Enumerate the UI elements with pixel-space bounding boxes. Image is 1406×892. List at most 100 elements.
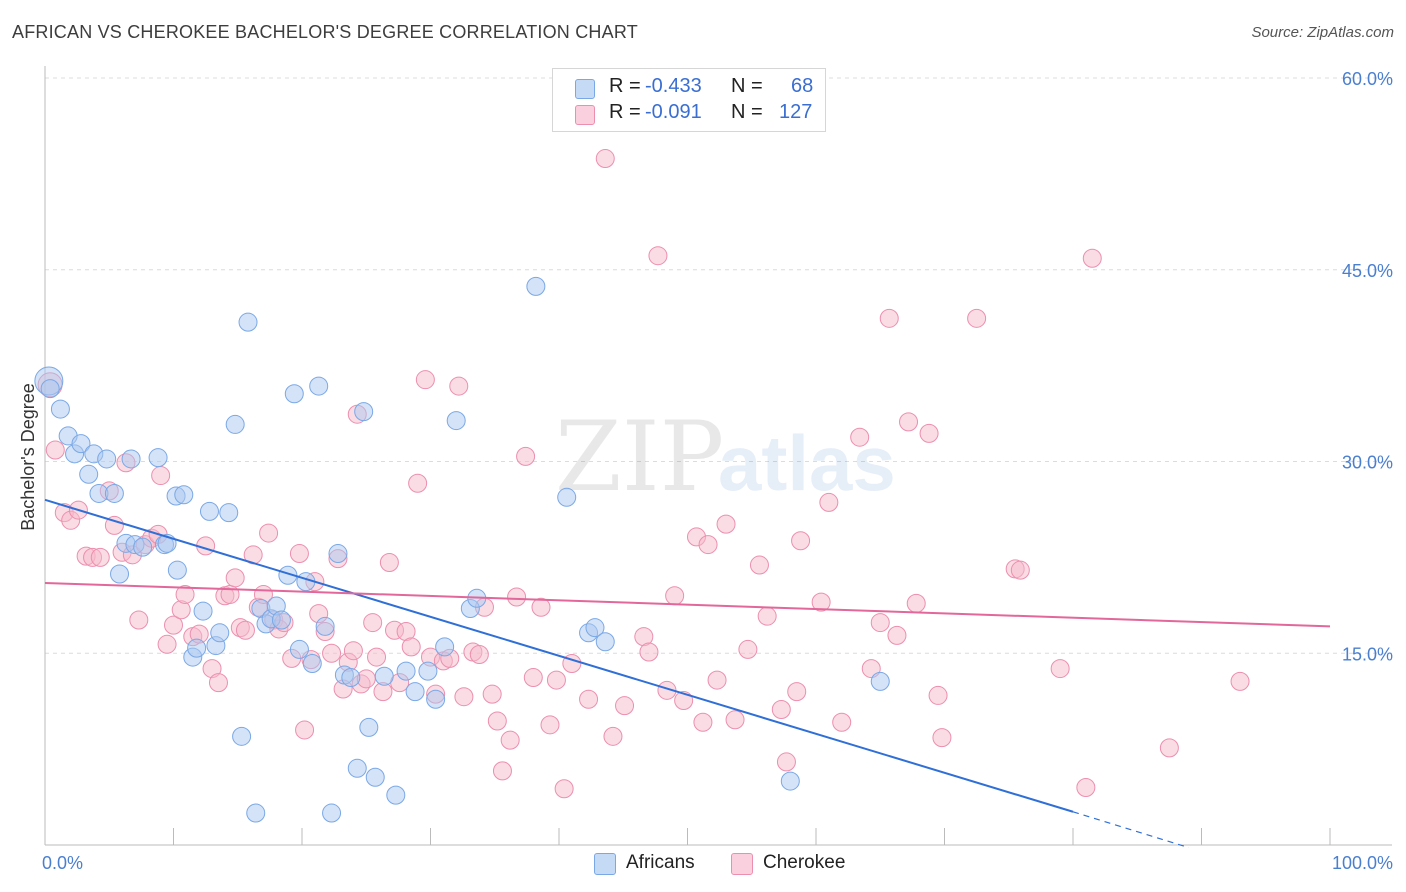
cherokee-point [698, 535, 718, 555]
africans-point [365, 767, 385, 787]
africans-point [284, 384, 304, 404]
africans-point [870, 671, 890, 691]
axes [44, 66, 1392, 846]
cherokee-point [819, 492, 839, 512]
cherokee-point [295, 720, 315, 740]
cherokee-point [639, 642, 659, 662]
cherokee-point [771, 699, 791, 719]
cherokee-point [665, 586, 685, 606]
cherokee-point [1159, 738, 1179, 758]
africans-point [341, 668, 361, 688]
africans-point [347, 758, 367, 778]
cherokee-point [259, 523, 279, 543]
correlation-legend: R = -0.433 N = 68 R = -0.091 N = 127 [552, 68, 826, 132]
source-label: Source: ZipAtlas.com [1251, 24, 1394, 41]
africans-point [386, 785, 406, 805]
r-label: R = [609, 75, 641, 97]
africans-point [71, 434, 91, 454]
cherokee-point [791, 531, 811, 551]
cherokee-point [379, 552, 399, 572]
cherokee-trend-line [44, 581, 1331, 628]
cherokee-point [208, 673, 228, 693]
africans-point [133, 537, 153, 557]
cherokee-point [716, 514, 736, 534]
n-label: N = [731, 101, 763, 123]
africans-point [104, 483, 124, 503]
cherokee-point [289, 544, 309, 564]
africans-point [374, 666, 394, 686]
africans-point [405, 682, 425, 702]
r-value: -0.433 [645, 75, 702, 97]
africans-point [426, 689, 446, 709]
cherokee-point [693, 712, 713, 732]
cherokee-point [343, 641, 363, 661]
watermark-atlas: atlas [718, 419, 896, 507]
cherokee-point [507, 587, 527, 607]
cherokee-point [449, 376, 469, 396]
y-tick-labels: 15.0% 30.0% 45.0% 60.0% [1342, 69, 1393, 664]
cherokee-point [235, 620, 255, 640]
cherokee-point [492, 761, 512, 781]
africans-point [148, 448, 168, 468]
cherokee-point [415, 370, 435, 390]
x-tick-label: 100.0% [1332, 853, 1393, 873]
cherokee-point [595, 149, 615, 169]
africans-point [585, 618, 605, 638]
cherokee-point [546, 670, 566, 690]
cherokee-point [151, 466, 171, 486]
watermark: ZIP atlas [555, 401, 896, 513]
africans-point [359, 717, 379, 737]
cherokee-point [776, 752, 796, 772]
africans-point [526, 276, 546, 296]
grid-lines [45, 77, 1392, 654]
africans-trend-line [44, 498, 1074, 813]
africans-point [210, 623, 230, 643]
cherokee-swatch [575, 105, 595, 125]
cherokee-point [707, 670, 727, 690]
africans-point [79, 464, 99, 484]
cherokee-point [175, 584, 195, 604]
cherokee-swatch [731, 853, 753, 875]
cherokee-point [554, 779, 574, 799]
cherokee-point [603, 726, 623, 746]
watermark-zip: ZIP [555, 401, 724, 513]
cherokee-point [725, 710, 745, 730]
africans-swatch [594, 853, 616, 875]
cherokee-point [482, 684, 502, 704]
cherokee-point [322, 643, 342, 663]
africans-point [315, 616, 335, 636]
africans-point [40, 379, 60, 399]
africans-point [110, 564, 130, 584]
chart-title: AFRICAN VS CHEROKEE BACHELOR'S DEGREE CO… [12, 22, 638, 42]
cherokee-point [615, 696, 635, 716]
cherokee-label: Cherokee [763, 852, 846, 873]
x-tick-labels: 0.0% 100.0% [42, 853, 1393, 873]
y-axis-title: Bachelor's Degree [18, 383, 38, 531]
cherokee-point [157, 634, 177, 654]
cherokee-point [749, 555, 769, 575]
africans-point [418, 661, 438, 681]
cherokee-point [45, 440, 65, 460]
africans-point [219, 503, 239, 523]
cherokee-point [932, 728, 952, 748]
cherokee-point [757, 606, 777, 626]
africans-label: Africans [626, 852, 695, 873]
cherokee-point [401, 637, 421, 657]
cherokee-point [906, 593, 926, 613]
cherokee-point [870, 613, 890, 633]
africans-points [34, 276, 890, 823]
africans-point [302, 653, 322, 673]
cherokee-point [879, 308, 899, 328]
cherokee-point [540, 715, 560, 735]
cherokee-point [408, 473, 428, 493]
africans-point [50, 399, 70, 419]
africans-point [322, 803, 342, 823]
cherokee-point [523, 668, 543, 688]
cherokee-point [850, 427, 870, 447]
r-label: R = [609, 101, 641, 123]
cherokee-point [531, 597, 551, 617]
n-value: 68 [791, 75, 814, 97]
cherokee-point [1050, 659, 1070, 679]
cherokee-point [469, 645, 489, 665]
